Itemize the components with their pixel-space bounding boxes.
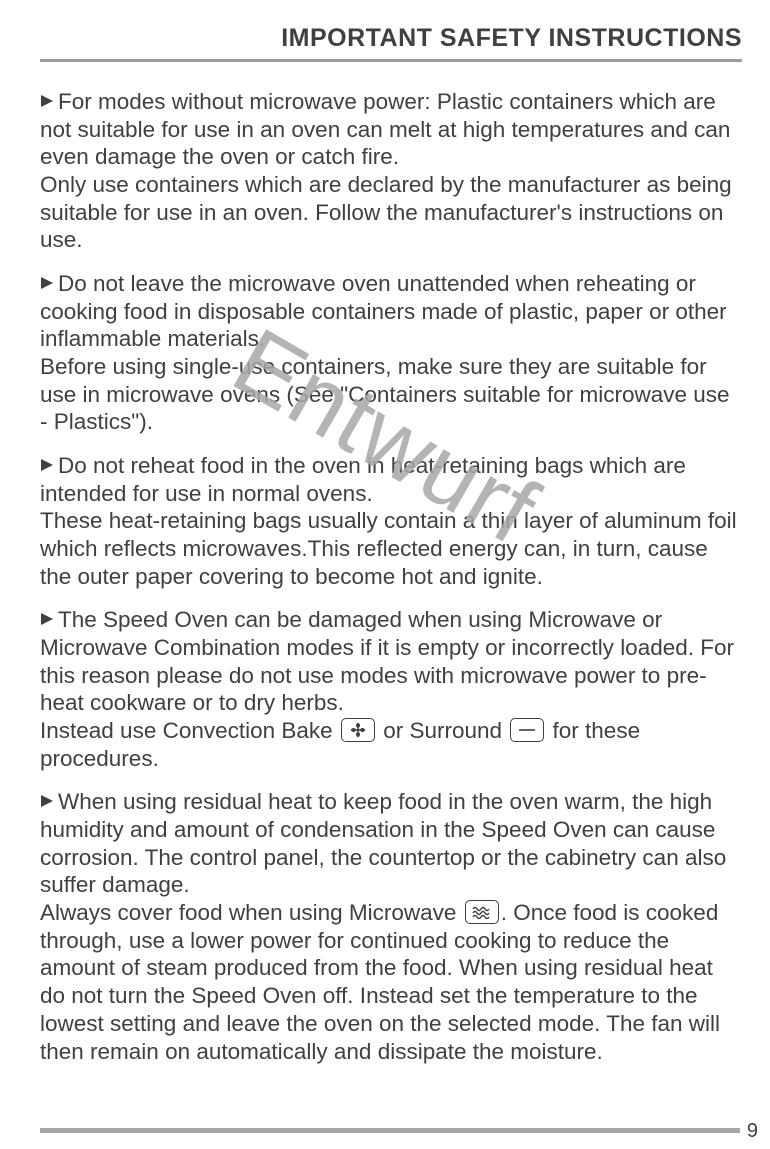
item-lead: For modes without microwave power: Plast… <box>40 89 730 169</box>
item-lead: Do not reheat food in the oven in heat-r… <box>40 453 686 506</box>
body-content: For modes without microwave power: Plast… <box>40 88 742 1065</box>
fan-icon <box>341 718 375 742</box>
bullet-icon <box>40 787 54 815</box>
item-rest-before: Always cover food when using Microwave <box>40 900 463 925</box>
bullet-icon <box>40 269 54 297</box>
page-footer: 9 <box>40 1128 766 1135</box>
footer-rule <box>40 1128 740 1133</box>
item-lead: When using residual heat to keep food in… <box>40 789 726 897</box>
item-lead: The Speed Oven can be damaged when using… <box>40 607 734 715</box>
safety-item: Do not reheat food in the oven in heat-r… <box>40 452 742 590</box>
safety-item: Do not leave the microwave oven unattend… <box>40 270 742 436</box>
safety-item: For modes without microwave power: Plast… <box>40 88 742 254</box>
item-rest: Only use containers which are declared b… <box>40 172 732 252</box>
page: IMPORTANT SAFETY INSTRUCTIONS Entwurf Fo… <box>0 0 770 1149</box>
safety-item: The Speed Oven can be damaged when using… <box>40 606 742 772</box>
safety-item: When using residual heat to keep food in… <box>40 788 742 1065</box>
item-rest: These heat-retaining bags usually contai… <box>40 508 737 588</box>
item-rest-mid: or Surround <box>377 718 508 743</box>
item-rest-before: Instead use Convection Bake <box>40 718 339 743</box>
item-rest: Before using single-use containers, make… <box>40 354 730 434</box>
page-number: 9 <box>741 1120 758 1143</box>
bullet-icon <box>40 451 54 479</box>
bullet-icon <box>40 87 54 115</box>
microwave-icon <box>465 900 499 924</box>
surround-icon <box>510 718 544 742</box>
page-title: IMPORTANT SAFETY INSTRUCTIONS <box>40 24 742 62</box>
item-lead: Do not leave the microwave oven unattend… <box>40 271 727 351</box>
bullet-icon <box>40 605 54 633</box>
